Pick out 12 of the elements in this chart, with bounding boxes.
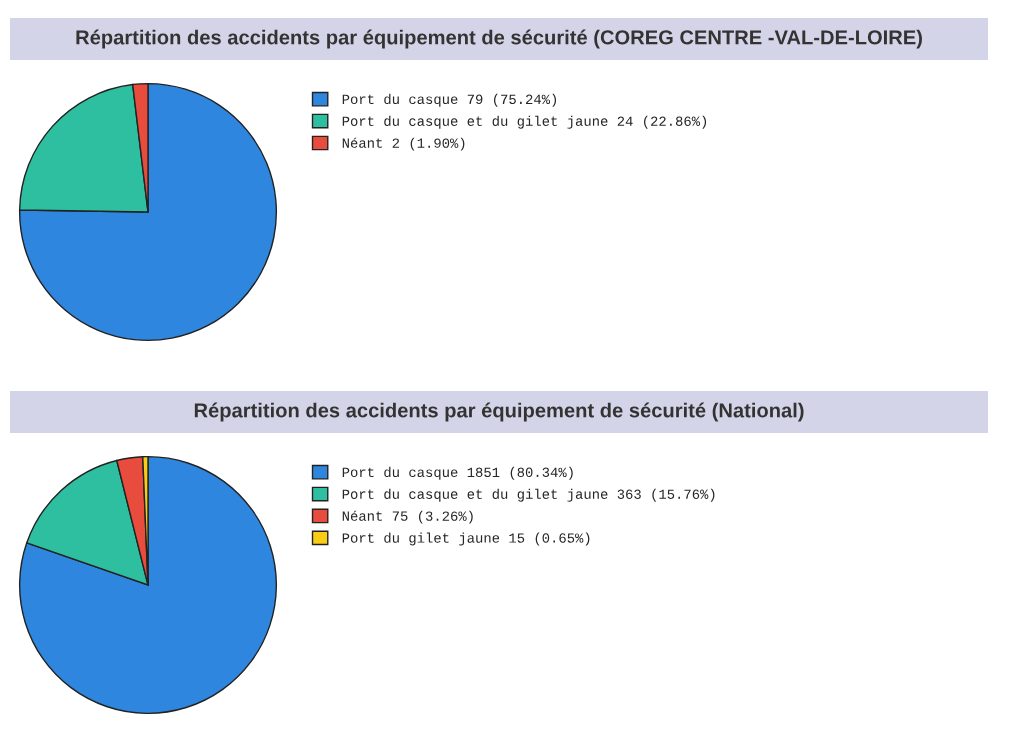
legend-label: Port du casque 79 (75.24%) <box>342 93 557 107</box>
chart-title: Répartition des accidents par équipement de sécurité (COREG CENTRE -VAL-DE-LOIRE) <box>76 29 922 49</box>
legend-label: Port du casque 1851 (80.34%) <box>342 466 573 480</box>
legend-label: Port du gilet jaune 15 (0.65%) <box>342 532 590 546</box>
legend-label: Port du casque et du gilet jaune 24 (22.86%) <box>342 115 707 129</box>
pie-slice <box>18 82 278 342</box>
chart-title: Répartition des accidents par équipement de sécurité (National) <box>194 402 804 422</box>
legend-label: Néant 2 (1.90%) <box>342 137 465 151</box>
legend-label: Néant 75 (3.26%) <box>342 510 473 524</box>
legend-label: Port du casque et du gilet jaune 363 (15.76%) <box>342 488 715 502</box>
pie-slice <box>26 459 149 586</box>
pie-slice <box>18 455 278 715</box>
